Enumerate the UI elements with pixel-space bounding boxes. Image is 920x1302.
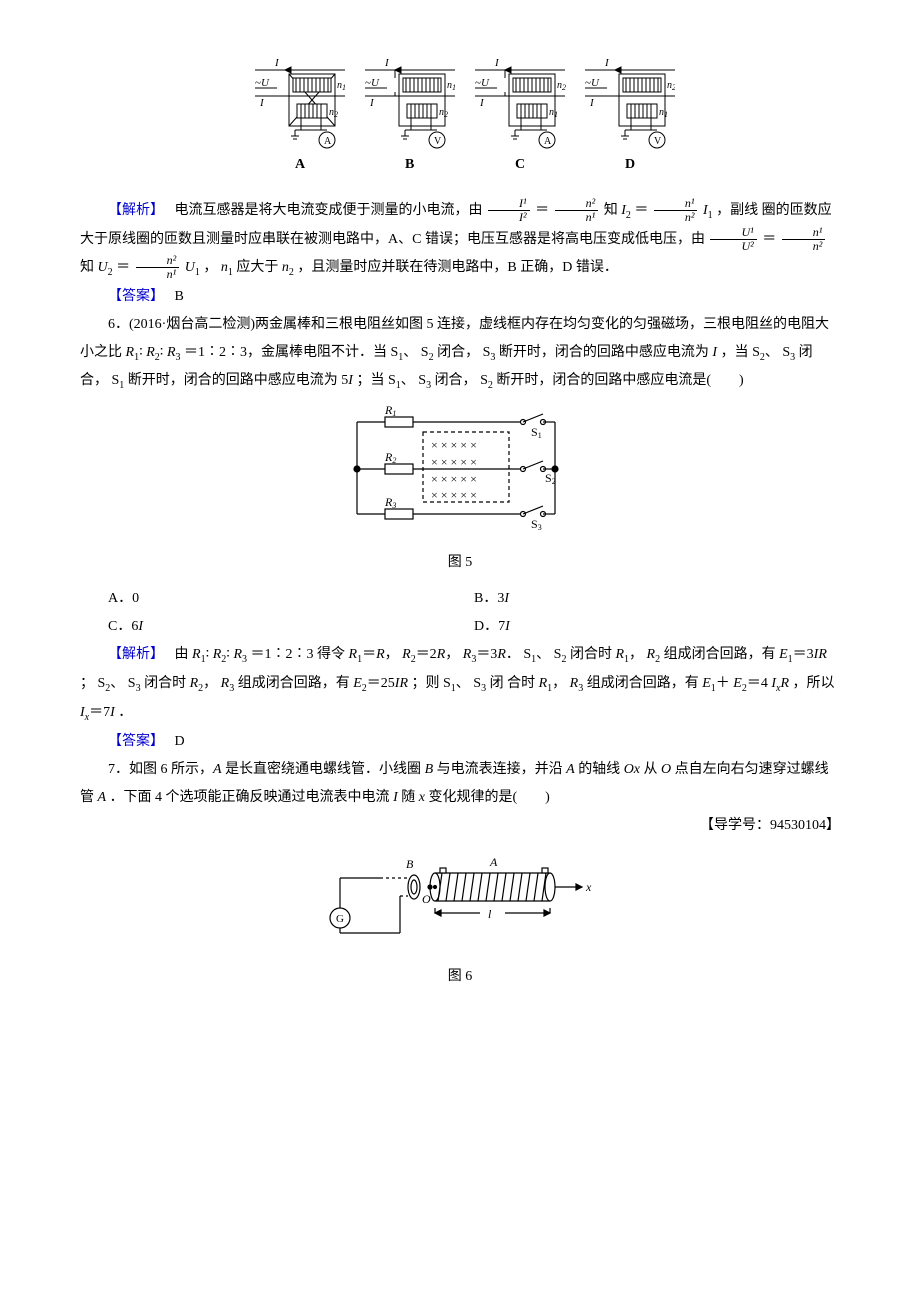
svg-text:n2: n2 (667, 80, 675, 92)
svg-text:n1: n1 (549, 107, 558, 119)
svg-text:I: I (494, 58, 500, 69)
svg-text:O: O (422, 892, 431, 906)
q6-option-a: A．0 (108, 585, 474, 613)
svg-text:n1: n1 (447, 80, 456, 92)
circuit-svg: R1 S1 R2 S2 R3 (345, 404, 575, 534)
trans-b: I ~U I n1 n2 V (365, 58, 456, 148)
svg-text:A: A (544, 136, 552, 147)
q5-figure: I ~U I n1 n2 (80, 58, 840, 189)
svg-text:I: I (369, 97, 375, 109)
svg-text:I: I (604, 58, 610, 69)
svg-text:I: I (274, 58, 280, 69)
svg-text:l: l (488, 907, 492, 921)
svg-text:~U: ~U (365, 77, 380, 89)
q6-stem: 6．(2016·烟台高二检测)两金属棒和三根电阻丝如图 5 连接，虚线框内存在均… (80, 311, 840, 397)
svg-text:R1: R1 (384, 404, 396, 418)
trans-c: I ~U I n2 n1 A (475, 58, 566, 148)
svg-text:I: I (479, 97, 485, 109)
transformers-svg: I ~U I n1 n2 (245, 58, 675, 178)
trans-a: I ~U I n1 n2 (255, 58, 346, 148)
svg-text:n2: n2 (439, 107, 448, 119)
svg-text:B: B (406, 857, 414, 871)
q6-option-b: B．3I (474, 585, 840, 613)
svg-text:S2: S2 (545, 471, 556, 486)
q6-figure: R1 S1 R2 S2 R3 (80, 404, 840, 577)
svg-text:A: A (489, 855, 498, 869)
svg-text:D: D (625, 157, 635, 172)
q6-options-row2: C．6I D．7I (108, 613, 840, 641)
svg-text:n2: n2 (557, 80, 566, 92)
q5-analysis: 【解析】 电流互感器是将大电流变成便于测量的小电流，由 I¹I² ＝ n²n¹ … (80, 197, 840, 283)
fig5-caption: 图 5 (80, 549, 840, 577)
svg-text:× × × × ×: × × × × × (431, 472, 477, 486)
q7-figure: G B O (80, 848, 840, 991)
trans-d: I ~U I n2 n1 V (585, 58, 675, 148)
svg-text:× × × × ×: × × × × × (431, 438, 477, 452)
svg-text:V: V (434, 136, 442, 147)
svg-text:× × × × ×: × × × × × (431, 455, 477, 469)
svg-text:~U: ~U (255, 77, 270, 89)
svg-text:V: V (654, 136, 662, 147)
q5-answer: 【答案】 B (80, 283, 840, 311)
svg-text:S3: S3 (531, 517, 542, 532)
svg-text:A: A (324, 136, 332, 147)
svg-text:C: C (515, 157, 525, 172)
q6-option-d: D．7I (474, 613, 840, 641)
guide-number: 【导学号：94530104】 (80, 812, 840, 840)
q6-options-row1: A．0 B．3I (108, 585, 840, 613)
solenoid-svg: G B O (320, 848, 600, 948)
svg-text:n2: n2 (329, 107, 338, 119)
svg-text:n1: n1 (659, 107, 668, 119)
svg-text:S1: S1 (531, 425, 542, 440)
svg-text:B: B (405, 157, 414, 172)
q6-analysis: 【解析】 由 R1∶ R2∶ R3 ＝1∶2∶3 得令 R1＝R， R2＝2R，… (80, 641, 840, 727)
svg-text:I: I (589, 97, 595, 109)
q7-stem: 7．如图 6 所示，A 是长直密绕通电螺线管．小线圈 B 与电流表连接，并沿 A… (80, 756, 840, 812)
svg-text:~U: ~U (475, 77, 490, 89)
svg-text:I: I (384, 58, 390, 69)
svg-text:~U: ~U (585, 77, 600, 89)
analysis-label: 【解析】 (108, 203, 157, 218)
svg-text:G: G (336, 913, 344, 925)
svg-text:R2: R2 (384, 450, 396, 465)
svg-text:A: A (295, 157, 306, 172)
svg-text:× × × × ×: × × × × × (431, 488, 477, 502)
q6-answer: 【答案】 D (80, 728, 840, 756)
svg-text:x: x (585, 880, 592, 894)
svg-text:R3: R3 (384, 495, 396, 510)
q6-option-c: C．6I (108, 613, 474, 641)
fig6-caption: 图 6 (80, 963, 840, 991)
svg-text:I: I (259, 97, 265, 109)
svg-text:n1: n1 (337, 80, 346, 92)
